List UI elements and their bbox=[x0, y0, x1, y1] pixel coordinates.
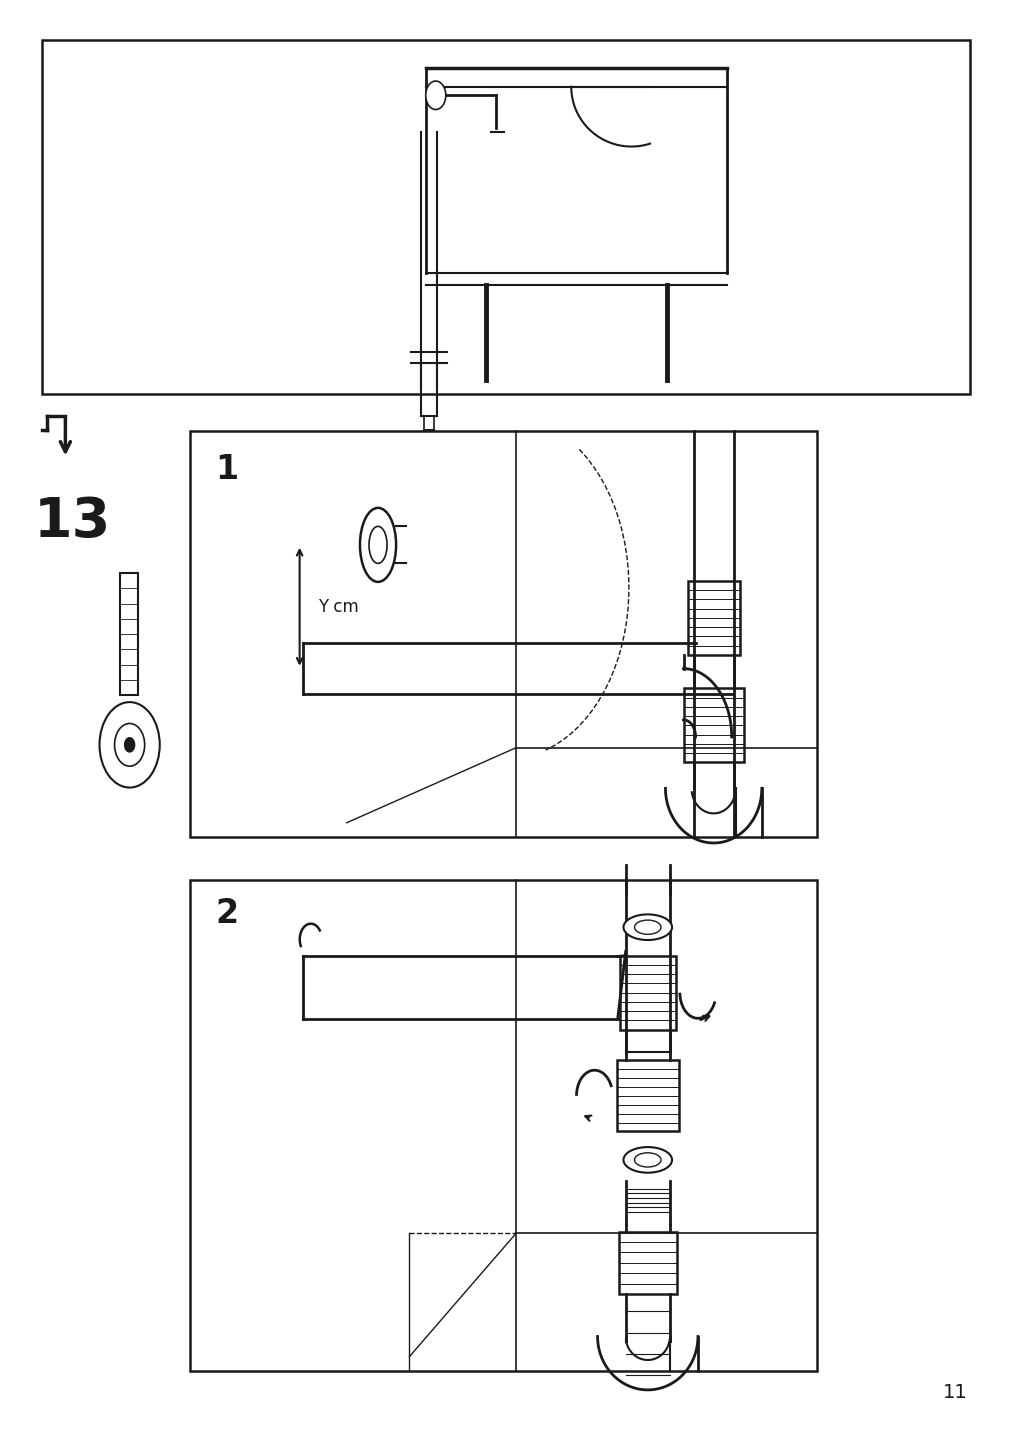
Text: 11: 11 bbox=[942, 1383, 967, 1402]
Bar bbox=[686, 581, 739, 654]
Bar bbox=[190, 879, 816, 1370]
Text: Y cm: Y cm bbox=[317, 597, 358, 616]
Ellipse shape bbox=[369, 527, 386, 563]
Bar bbox=[119, 573, 137, 695]
Ellipse shape bbox=[634, 1153, 660, 1167]
Text: 2: 2 bbox=[214, 896, 238, 929]
Circle shape bbox=[124, 737, 134, 752]
Bar bbox=[616, 1060, 678, 1131]
Circle shape bbox=[99, 702, 160, 788]
Ellipse shape bbox=[623, 915, 671, 939]
Text: 13: 13 bbox=[33, 495, 111, 550]
Circle shape bbox=[114, 723, 145, 766]
Text: 1: 1 bbox=[214, 453, 238, 485]
Bar bbox=[42, 40, 969, 394]
Ellipse shape bbox=[634, 921, 660, 934]
Circle shape bbox=[426, 82, 445, 109]
Bar bbox=[618, 1232, 676, 1295]
Bar bbox=[190, 431, 816, 838]
Ellipse shape bbox=[360, 508, 395, 581]
Bar bbox=[682, 689, 743, 762]
Ellipse shape bbox=[623, 1147, 671, 1173]
Bar bbox=[619, 955, 675, 1030]
